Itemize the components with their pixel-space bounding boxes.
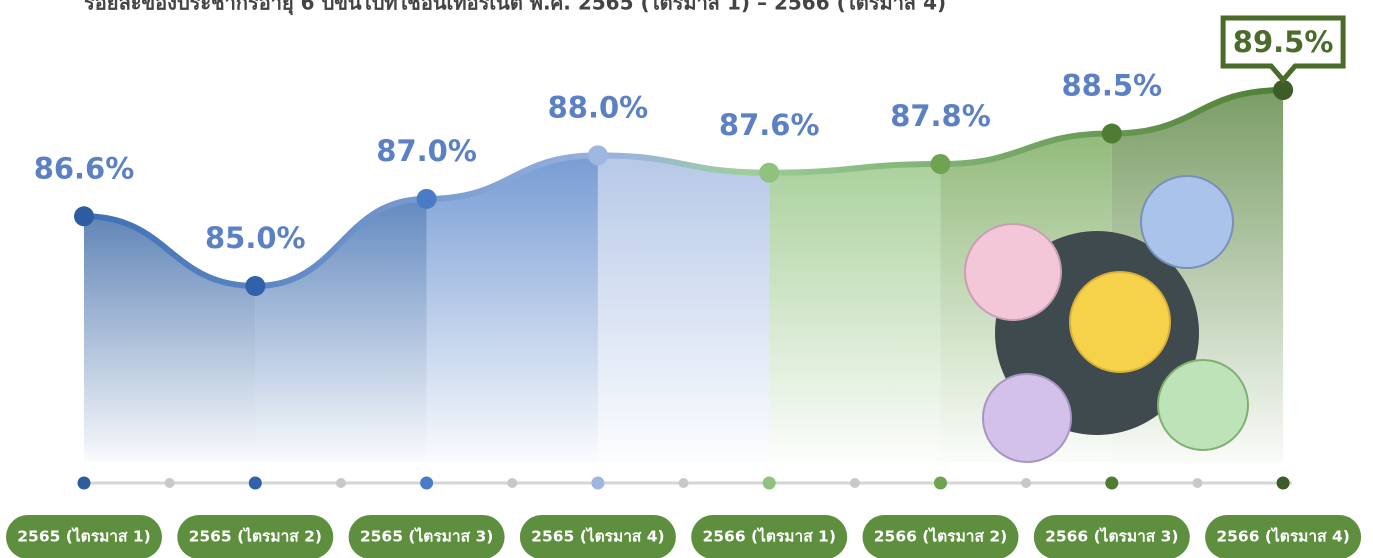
timeline-dot: [763, 477, 776, 490]
point: [759, 163, 779, 183]
x-tick-label: 2565 (ไตรมาส 2): [189, 527, 322, 546]
timeline-dot-minor: [336, 478, 346, 488]
point: [245, 276, 265, 296]
point: [1102, 124, 1122, 144]
x-tick-label: 2565 (ไตรมาส 1): [17, 527, 150, 546]
value-label: 86.6%: [34, 151, 135, 185]
point: [588, 145, 608, 165]
point: [417, 189, 437, 209]
timeline-dot-minor: [850, 478, 860, 488]
timeline-dot-minor: [507, 478, 517, 488]
value-label: 88.0%: [548, 90, 649, 124]
point: [931, 154, 951, 174]
area-segment: [598, 155, 769, 462]
value-label: 87.0%: [376, 134, 477, 168]
value-label: 88.5%: [1061, 69, 1162, 103]
x-tick-label: 2566 (ไตรมาส 3): [1045, 527, 1178, 546]
timeline-dot: [78, 477, 91, 490]
timeline-dot: [1105, 477, 1118, 490]
x-tick-label: 2566 (ไตรมาส 1): [702, 527, 835, 546]
timeline-dot: [249, 477, 262, 490]
area-segment: [769, 164, 940, 462]
timeline-dot-minor: [165, 478, 175, 488]
x-tick-label: 2566 (ไตรมาส 2): [874, 527, 1007, 546]
x-tick-label: 2566 (ไตรมาส 4): [1216, 527, 1349, 546]
timeline-dot-minor: [1192, 478, 1202, 488]
point: [74, 206, 94, 226]
chart: ร้อยละของประชากรอายุ 6 ปีขึ้นไปที่ใช้อิน…: [0, 0, 1373, 558]
x-tick-label: 2565 (ไตรมาส 4): [531, 527, 664, 546]
page: {"chart_data": {"type": "line", "title":…: [0, 0, 1373, 558]
value-label: 87.8%: [890, 99, 991, 133]
timeline-dot: [591, 477, 604, 490]
value-label: 89.5%: [1233, 25, 1334, 59]
value-label: 87.6%: [719, 108, 820, 142]
timeline-dot: [420, 477, 433, 490]
timeline-dot-minor: [679, 478, 689, 488]
area-segment: [427, 155, 598, 462]
timeline-dot: [934, 477, 947, 490]
timeline-dot: [1277, 477, 1290, 490]
chart-title: ร้อยละของประชากรอายุ 6 ปีขึ้นไปที่ใช้อิน…: [84, 0, 946, 16]
x-tick-label: 2565 (ไตรมาส 3): [360, 527, 493, 546]
timeline-dot-minor: [1021, 478, 1031, 488]
value-label: 85.0%: [205, 221, 306, 255]
